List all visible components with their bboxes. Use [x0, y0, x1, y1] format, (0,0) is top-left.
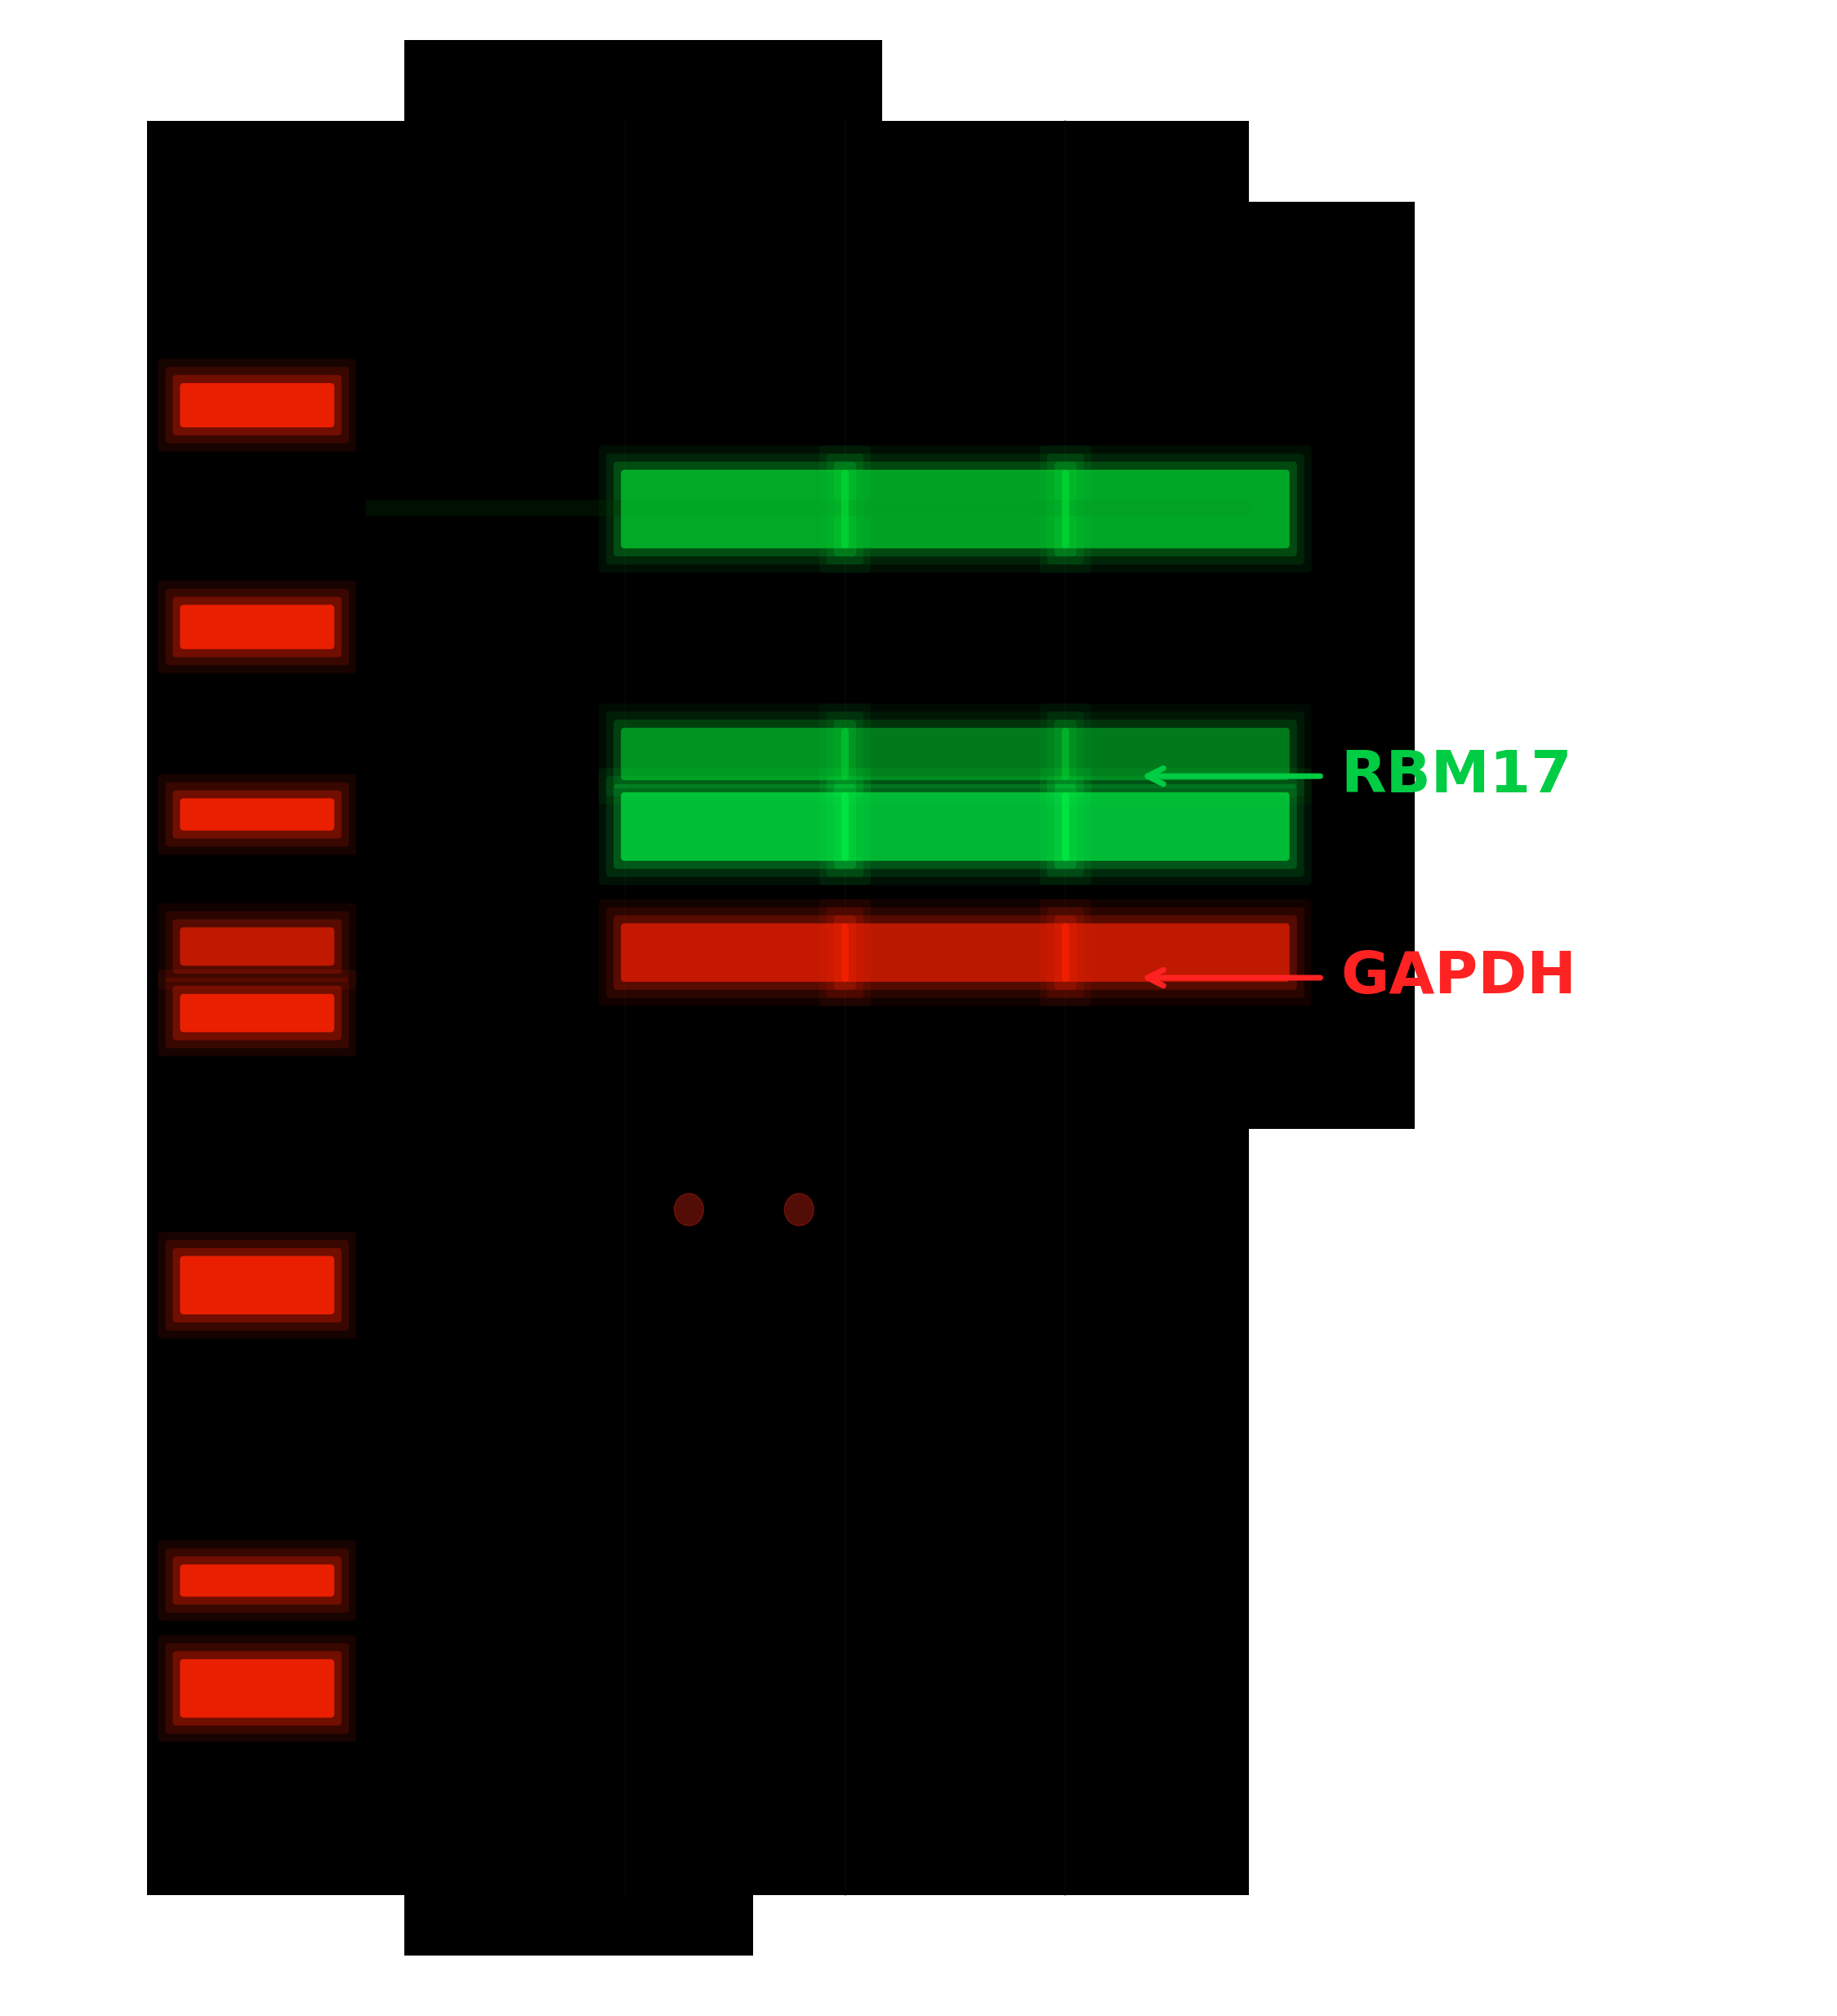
FancyBboxPatch shape — [834, 915, 1076, 990]
FancyBboxPatch shape — [366, 500, 1251, 516]
FancyBboxPatch shape — [1047, 907, 1304, 998]
FancyBboxPatch shape — [165, 911, 349, 982]
FancyBboxPatch shape — [158, 1540, 356, 1621]
FancyBboxPatch shape — [1062, 728, 1290, 780]
FancyBboxPatch shape — [165, 367, 349, 444]
FancyBboxPatch shape — [1040, 899, 1312, 1006]
FancyBboxPatch shape — [614, 462, 856, 556]
FancyBboxPatch shape — [1062, 792, 1290, 861]
FancyBboxPatch shape — [834, 720, 1076, 788]
FancyBboxPatch shape — [158, 970, 356, 1056]
FancyBboxPatch shape — [819, 899, 1091, 1006]
FancyBboxPatch shape — [621, 923, 849, 982]
FancyBboxPatch shape — [173, 375, 342, 435]
FancyBboxPatch shape — [1047, 776, 1304, 877]
FancyBboxPatch shape — [404, 1824, 753, 1956]
FancyBboxPatch shape — [834, 462, 1076, 556]
FancyBboxPatch shape — [158, 1635, 356, 1742]
FancyBboxPatch shape — [180, 1256, 334, 1314]
FancyBboxPatch shape — [614, 915, 856, 990]
FancyBboxPatch shape — [1047, 712, 1304, 796]
Text: GAPDH: GAPDH — [1341, 950, 1576, 1006]
FancyBboxPatch shape — [165, 1240, 349, 1331]
FancyBboxPatch shape — [1047, 454, 1304, 564]
FancyBboxPatch shape — [173, 1651, 342, 1726]
FancyBboxPatch shape — [180, 383, 334, 427]
FancyBboxPatch shape — [834, 784, 1076, 869]
FancyBboxPatch shape — [173, 1556, 342, 1605]
FancyBboxPatch shape — [173, 919, 342, 974]
FancyBboxPatch shape — [841, 792, 1069, 861]
FancyBboxPatch shape — [404, 40, 882, 161]
FancyBboxPatch shape — [1054, 720, 1297, 788]
FancyBboxPatch shape — [147, 121, 1249, 1895]
FancyBboxPatch shape — [165, 589, 349, 665]
FancyBboxPatch shape — [173, 1248, 342, 1322]
FancyBboxPatch shape — [165, 1548, 349, 1613]
FancyBboxPatch shape — [158, 903, 356, 990]
FancyBboxPatch shape — [173, 597, 342, 657]
FancyBboxPatch shape — [606, 712, 863, 796]
FancyBboxPatch shape — [165, 782, 349, 847]
FancyBboxPatch shape — [158, 774, 356, 855]
FancyBboxPatch shape — [606, 776, 863, 877]
FancyBboxPatch shape — [827, 907, 1084, 998]
FancyBboxPatch shape — [621, 728, 849, 780]
FancyBboxPatch shape — [599, 768, 871, 885]
FancyBboxPatch shape — [1054, 915, 1297, 990]
FancyBboxPatch shape — [1054, 784, 1297, 869]
FancyBboxPatch shape — [180, 1659, 334, 1718]
FancyBboxPatch shape — [1040, 768, 1312, 885]
FancyBboxPatch shape — [165, 1643, 349, 1734]
FancyBboxPatch shape — [827, 454, 1084, 564]
FancyBboxPatch shape — [1062, 470, 1290, 548]
FancyBboxPatch shape — [1040, 446, 1312, 573]
FancyBboxPatch shape — [621, 470, 849, 548]
FancyBboxPatch shape — [180, 798, 334, 831]
FancyBboxPatch shape — [599, 446, 871, 573]
FancyBboxPatch shape — [599, 704, 871, 804]
FancyBboxPatch shape — [1054, 462, 1297, 556]
FancyBboxPatch shape — [1062, 923, 1290, 982]
Text: RBM17: RBM17 — [1341, 748, 1572, 804]
FancyBboxPatch shape — [180, 605, 334, 649]
FancyBboxPatch shape — [606, 907, 863, 998]
FancyBboxPatch shape — [173, 986, 342, 1040]
FancyBboxPatch shape — [819, 446, 1091, 573]
FancyBboxPatch shape — [819, 768, 1091, 885]
FancyBboxPatch shape — [827, 776, 1084, 877]
FancyBboxPatch shape — [158, 1232, 356, 1339]
FancyBboxPatch shape — [841, 728, 1069, 780]
FancyBboxPatch shape — [841, 470, 1069, 548]
FancyBboxPatch shape — [173, 790, 342, 839]
FancyBboxPatch shape — [158, 581, 356, 673]
FancyBboxPatch shape — [606, 454, 863, 564]
FancyBboxPatch shape — [599, 899, 871, 1006]
FancyBboxPatch shape — [614, 784, 856, 869]
FancyBboxPatch shape — [180, 927, 334, 966]
FancyBboxPatch shape — [841, 923, 1069, 982]
FancyBboxPatch shape — [180, 994, 334, 1032]
FancyBboxPatch shape — [1249, 202, 1414, 1129]
FancyBboxPatch shape — [827, 712, 1084, 796]
FancyBboxPatch shape — [180, 1564, 334, 1597]
Circle shape — [674, 1193, 704, 1226]
Circle shape — [784, 1193, 814, 1226]
FancyBboxPatch shape — [165, 978, 349, 1048]
FancyBboxPatch shape — [621, 792, 849, 861]
FancyBboxPatch shape — [158, 359, 356, 452]
FancyBboxPatch shape — [614, 720, 856, 788]
